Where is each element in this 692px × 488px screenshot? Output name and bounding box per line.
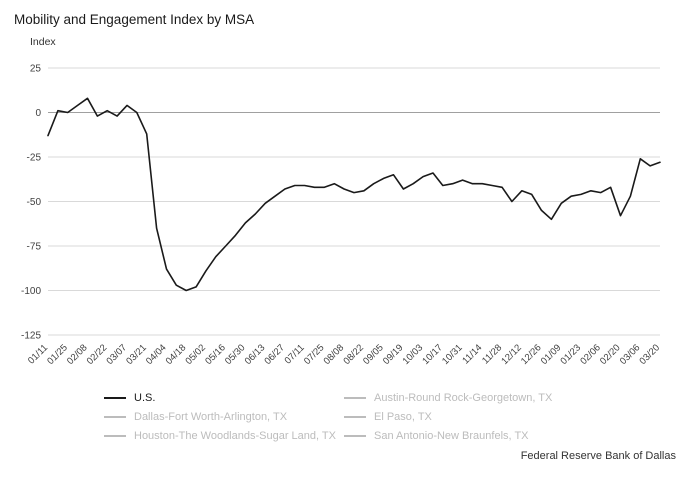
x-tick-label: 12/12 — [499, 342, 524, 367]
x-tick-label: 06/27 — [262, 342, 287, 367]
x-tick-label: 02/20 — [598, 342, 623, 367]
legend-label: Dallas-Fort Worth-Arlington, TX — [134, 410, 288, 423]
x-tick-label: 10/03 — [401, 342, 426, 367]
legend-item-houston-the-woodlands-sugar-land-tx[interactable]: Houston-The Woodlands-Sugar Land, TX — [104, 430, 344, 442]
legend-item-u-s[interactable]: U.S. — [104, 392, 344, 404]
x-tick-label: 10/17 — [420, 342, 445, 367]
legend-item-austin-round-rock-georgetown-tx[interactable]: Austin-Round Rock-Georgetown, TX — [344, 392, 552, 404]
x-tick-label: 10/31 — [440, 342, 465, 367]
chart-title: Mobility and Engagement Index by MSA — [14, 12, 255, 27]
x-tick-label: 11/14 — [460, 342, 484, 366]
legend-line-swatch — [344, 434, 366, 437]
legend-item-dallas-fort-worth-arlington-tx[interactable]: Dallas-Fort Worth-Arlington, TX — [104, 411, 344, 423]
x-tick-label: 08/08 — [322, 342, 347, 367]
x-tick-label: 01/09 — [539, 342, 564, 367]
legend-label: San Antonio-New Braunfels, TX — [374, 429, 529, 442]
x-tick-label: 11/28 — [480, 342, 504, 366]
y-tick-label: -125 — [21, 331, 41, 342]
x-tick-label: 05/16 — [203, 342, 228, 367]
plot-area: 25 0 -25 -50 -75 -100 -12501/1101/2502/0802/22… — [21, 64, 663, 367]
x-tick-label: 03/21 — [124, 342, 149, 367]
legend-item-san-antonio-new-braunfels-tx[interactable]: San Antonio-New Braunfels, TX — [344, 430, 552, 442]
legend-line-swatch — [104, 415, 126, 418]
x-tick-label: 07/25 — [302, 342, 327, 367]
us-series-line — [47, 97, 661, 292]
x-tick-label: 01/25 — [45, 342, 70, 367]
x-tick-label: 05/02 — [183, 342, 208, 367]
legend-label: U.S. — [134, 391, 156, 404]
x-tick-label: 08/22 — [341, 342, 366, 367]
x-tick-label: 01/23 — [559, 342, 584, 367]
x-tick-label: 01/11 — [26, 342, 50, 366]
x-tick-label: 02/22 — [85, 342, 110, 367]
x-tick-label: 06/13 — [243, 342, 268, 367]
x-tick-label: 04/18 — [164, 342, 189, 367]
legend: U.S. Dallas-Fort Worth-Arlington, TX Houst… — [104, 388, 552, 445]
x-tick-label: 05/30 — [223, 342, 248, 367]
x-tick-label: 03/06 — [618, 342, 643, 367]
legend-line-swatch — [104, 396, 126, 399]
x-tick-label: 04/04 — [144, 342, 169, 367]
x-tick-label: 03/07 — [105, 342, 130, 367]
x-tick-label: 02/06 — [578, 342, 603, 367]
y-tick-label: -25 — [27, 153, 42, 164]
legend-line-swatch — [344, 415, 366, 418]
x-tick-label: 02/08 — [65, 342, 90, 367]
x-tick-label: 03/20 — [638, 342, 663, 367]
source-attribution: Federal Reserve Bank of Dallas — [520, 450, 676, 462]
x-tick-label: 09/19 — [381, 342, 406, 367]
x-tick-label: 07/11 — [283, 342, 307, 366]
x-tick-label: 09/05 — [361, 342, 386, 367]
legend-label: Houston-The Woodlands-Sugar Land, TX — [134, 429, 336, 442]
legend-label: El Paso, TX — [374, 410, 432, 423]
legend-label: Austin-Round Rock-Georgetown, TX — [374, 391, 553, 404]
legend-line-swatch — [104, 434, 126, 437]
x-tick-label: 12/26 — [519, 342, 544, 367]
legend-line-swatch — [344, 396, 366, 399]
y-tick-label: 0 — [35, 108, 41, 119]
y-axis-title: Index — [30, 36, 56, 48]
y-tick-label: -100 — [21, 286, 41, 297]
y-tick-label: 25 — [30, 64, 42, 75]
y-tick-label: -75 — [27, 242, 42, 253]
y-tick-label: -50 — [27, 197, 42, 208]
legend-item-el-paso-tx[interactable]: El Paso, TX — [344, 411, 552, 423]
